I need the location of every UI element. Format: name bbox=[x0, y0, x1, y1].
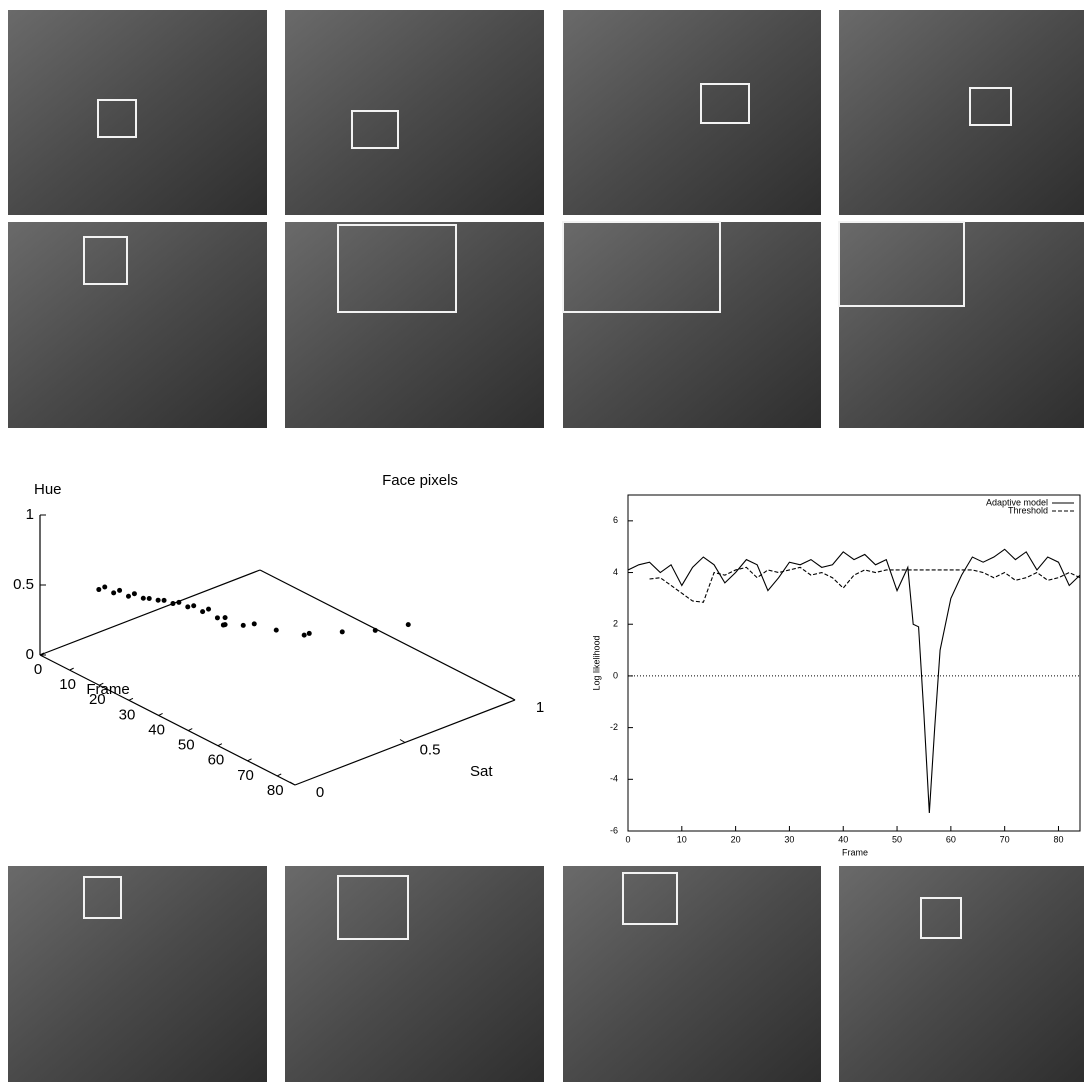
x-axis-label: Frame bbox=[842, 847, 868, 857]
x-tick-label: 50 bbox=[178, 737, 195, 754]
z-tick-label: 0.5 bbox=[13, 576, 34, 593]
point bbox=[117, 588, 122, 593]
z-axis-label: Hue bbox=[34, 481, 62, 498]
x-tick bbox=[129, 698, 133, 700]
x-tick bbox=[70, 668, 74, 670]
point bbox=[156, 598, 161, 603]
point bbox=[406, 622, 411, 627]
photo bbox=[8, 222, 267, 428]
axis-line bbox=[40, 570, 260, 655]
point bbox=[102, 584, 107, 589]
point bbox=[170, 601, 175, 606]
photo bbox=[285, 866, 544, 1082]
axis-line bbox=[260, 570, 515, 700]
scatter3d-chart: Face pixels Hue Frame Sat 01020304050607… bbox=[13, 472, 544, 801]
x-tick-label: 70 bbox=[237, 767, 254, 784]
x-tick-label: 20 bbox=[89, 691, 106, 708]
x-tick-label: 20 bbox=[731, 834, 741, 844]
x-tick-label: 40 bbox=[148, 721, 165, 738]
photo bbox=[839, 10, 1084, 215]
point bbox=[340, 629, 345, 634]
y-tick-label: 2 bbox=[613, 619, 618, 629]
x-tick-label: 0 bbox=[34, 661, 42, 678]
y-tick-label: 1 bbox=[536, 699, 544, 716]
point bbox=[215, 615, 220, 620]
y-tick-label: -6 bbox=[610, 825, 618, 835]
axis-line bbox=[40, 655, 295, 785]
photo bbox=[8, 10, 267, 215]
point bbox=[373, 628, 378, 633]
y-tick-label: -4 bbox=[610, 774, 618, 784]
photo bbox=[839, 222, 1084, 428]
y-tick-label: 0.5 bbox=[420, 741, 441, 758]
point bbox=[206, 607, 211, 612]
series-line bbox=[628, 549, 1080, 813]
x-tick-label: 40 bbox=[838, 834, 848, 844]
z-tick-label: 1 bbox=[26, 506, 34, 523]
point bbox=[191, 603, 196, 608]
x-tick bbox=[188, 729, 192, 731]
x-tick bbox=[277, 774, 281, 776]
x-tick-label: 70 bbox=[1000, 834, 1010, 844]
photo bbox=[8, 866, 267, 1082]
y-tick-label: 0 bbox=[613, 670, 618, 680]
z-tick-label: 0 bbox=[26, 646, 34, 663]
point bbox=[111, 590, 116, 595]
y-axis-label: Sat bbox=[470, 763, 493, 780]
figure: Face pixels Hue Frame Sat 01020304050607… bbox=[0, 0, 1086, 1082]
y-tick-label: 4 bbox=[613, 567, 618, 577]
point bbox=[132, 591, 137, 596]
x-tick bbox=[218, 744, 222, 746]
photo bbox=[563, 222, 821, 428]
x-tick bbox=[248, 759, 252, 761]
x-tick-label: 30 bbox=[119, 706, 136, 723]
point bbox=[147, 596, 152, 601]
x-tick-label: 30 bbox=[784, 834, 794, 844]
point bbox=[241, 623, 246, 628]
series-line bbox=[650, 567, 1080, 602]
photo bbox=[563, 866, 821, 1082]
x-tick-label: 80 bbox=[1053, 834, 1063, 844]
y-tick-label: -2 bbox=[610, 722, 618, 732]
x-tick-label: 10 bbox=[59, 676, 76, 693]
point bbox=[223, 622, 228, 627]
point bbox=[200, 609, 205, 614]
x-tick-label: 10 bbox=[677, 834, 687, 844]
chart-title: Face pixels bbox=[382, 472, 458, 489]
photo bbox=[285, 10, 544, 215]
x-tick-label: 0 bbox=[625, 834, 630, 844]
legend-label: Threshold bbox=[1008, 505, 1048, 515]
y-tick-label: 0 bbox=[316, 784, 324, 801]
y-axis-label: Log likelihood bbox=[591, 635, 601, 690]
x-tick bbox=[159, 713, 163, 715]
point bbox=[162, 598, 167, 603]
y-tick bbox=[400, 740, 405, 743]
point bbox=[185, 604, 190, 609]
photos bbox=[8, 10, 1084, 1082]
point bbox=[302, 633, 307, 638]
point bbox=[176, 600, 181, 605]
point bbox=[307, 631, 312, 636]
plot-frame bbox=[628, 495, 1080, 831]
photo bbox=[563, 10, 821, 215]
photo bbox=[285, 222, 544, 428]
x-tick-label: 50 bbox=[892, 834, 902, 844]
point bbox=[96, 587, 101, 592]
x-tick-label: 60 bbox=[946, 834, 956, 844]
y-tick-label: 6 bbox=[613, 515, 618, 525]
x-tick-label: 60 bbox=[208, 752, 225, 769]
point bbox=[141, 596, 146, 601]
point bbox=[252, 621, 257, 626]
point bbox=[126, 594, 131, 599]
point bbox=[223, 615, 228, 620]
x-tick-label: 80 bbox=[267, 782, 284, 799]
point bbox=[274, 628, 279, 633]
